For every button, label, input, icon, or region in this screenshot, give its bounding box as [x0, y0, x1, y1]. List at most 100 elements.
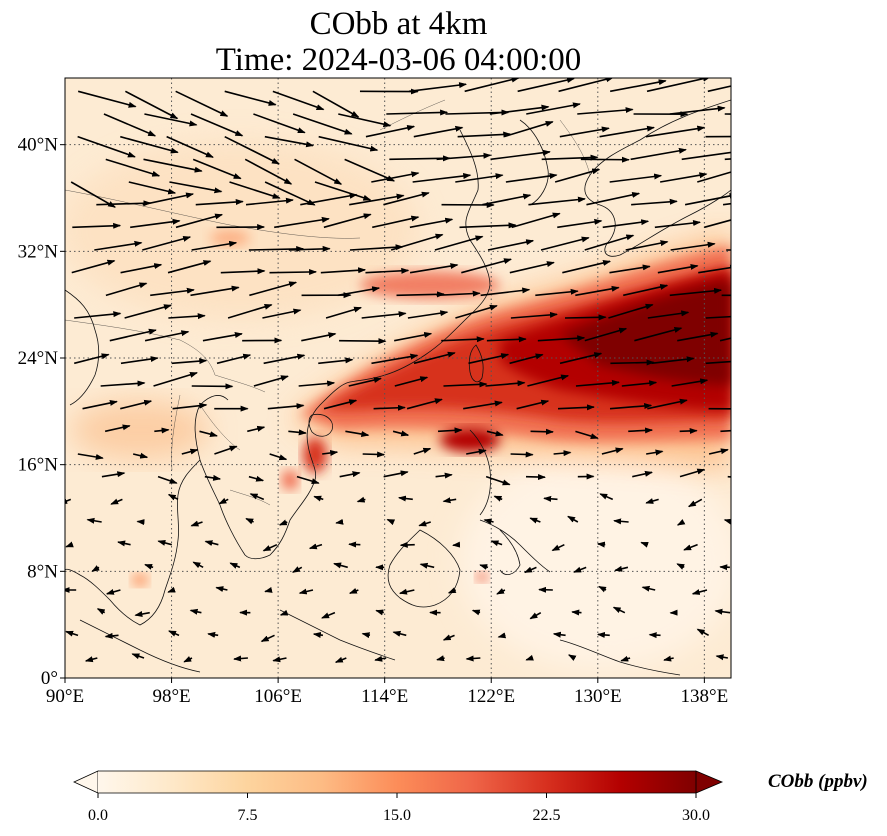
wind-arrow	[663, 655, 674, 662]
wind-arrow	[599, 493, 614, 501]
wind-arrow	[408, 82, 468, 93]
y-tick-label: 16°N	[18, 455, 59, 476]
wind-arrow	[348, 377, 382, 387]
wind-arrow	[175, 90, 229, 117]
wind-arrow	[523, 566, 537, 574]
wind-arrow	[267, 403, 305, 410]
wind-arrow	[131, 653, 145, 660]
wind-arrow	[321, 611, 336, 619]
wind-arrow	[442, 497, 457, 504]
colorbar-tick-label: 7.5	[238, 807, 258, 824]
wind-arrow	[390, 233, 444, 251]
wind-arrow	[134, 611, 150, 617]
wind-arrow	[596, 541, 606, 548]
wind-arrow	[608, 303, 654, 319]
wind-arrow	[386, 109, 449, 116]
wind-arrow	[691, 589, 708, 595]
wind-arrow	[365, 124, 416, 138]
wind-arrow	[301, 332, 337, 342]
wind-arrow	[323, 399, 358, 410]
wind-arrow	[732, 381, 771, 386]
colorbar-tick-label: 15.0	[383, 807, 411, 824]
wind-arrow	[442, 634, 455, 641]
wind-arrow	[602, 219, 650, 229]
wind-arrow	[124, 90, 179, 120]
wind-arrow	[120, 263, 163, 274]
wind-arrow	[535, 288, 579, 297]
wind-arrow	[529, 611, 542, 620]
x-tick-label: 138°E	[681, 686, 729, 707]
wind-arrow	[392, 630, 407, 637]
wind-arrow	[679, 468, 706, 478]
wind-arrow	[248, 245, 305, 252]
wind-arrow	[300, 192, 358, 206]
wind-arrow	[568, 654, 577, 661]
wind-arrow	[399, 541, 415, 548]
wind-arrow	[144, 330, 190, 342]
colorbar-tick-label: 0.0	[88, 807, 108, 824]
coastlines	[65, 99, 731, 676]
wind-arrow	[715, 654, 729, 661]
wind-arrow	[621, 380, 658, 387]
wind-arrow	[74, 353, 110, 365]
wind-arrow	[573, 566, 587, 573]
wind-arrow	[543, 495, 558, 502]
wind-arrow	[654, 220, 701, 229]
wind-arrow	[714, 608, 731, 615]
wind-arrow	[552, 631, 566, 638]
wind-arrow	[220, 268, 266, 275]
wind-arrow	[227, 303, 273, 319]
wind-arrow	[86, 517, 102, 524]
wind-arrow	[101, 471, 126, 478]
wind-arrow	[598, 585, 607, 593]
colorbar-extend-max	[695, 770, 724, 794]
wind-arrow	[191, 240, 238, 251]
map-panel	[65, 78, 771, 678]
wind-arrow	[485, 475, 511, 486]
wind-arrow	[394, 331, 433, 342]
wind-arrow	[322, 449, 339, 456]
wind-arrow	[723, 518, 731, 525]
wind-arrow	[509, 353, 544, 365]
wind-arrow	[681, 151, 731, 161]
wind-arrow	[144, 113, 198, 127]
wind-arrow	[337, 286, 381, 297]
wind-arrow	[110, 498, 123, 505]
wind-arrow	[333, 562, 348, 569]
wind-arrow	[479, 564, 489, 570]
wind-arrow	[392, 430, 410, 437]
wind-arrow	[339, 471, 361, 478]
wind-arrow	[457, 131, 512, 138]
wind-arrow	[166, 135, 214, 158]
wind-arrow	[628, 427, 654, 434]
wind-arrow	[292, 566, 303, 573]
wind-arrow	[335, 518, 344, 525]
wind-arrow	[120, 399, 153, 410]
x-tick-label: 114°E	[361, 686, 408, 707]
chart-title-line2: Time: 2024-03-06 04:00:00	[215, 42, 582, 78]
wind-arrow	[190, 285, 240, 297]
wind-arrow	[487, 239, 535, 251]
wind-arrow	[349, 193, 405, 206]
wind-arrow	[609, 264, 651, 274]
wind-arrow	[660, 172, 708, 183]
wind-arrow	[248, 475, 265, 482]
wind-arrow	[272, 90, 325, 111]
wind-arrow	[575, 430, 599, 439]
wind-arrow	[436, 290, 481, 297]
wind-arrow	[143, 158, 203, 173]
wind-arrow	[612, 606, 626, 614]
wind-arrow	[323, 213, 372, 229]
wind-arrow	[705, 360, 731, 365]
wind-arrow	[684, 193, 731, 206]
wind-arrow	[249, 493, 265, 501]
wind-arrow	[104, 632, 119, 639]
wind-arrow	[609, 402, 653, 410]
wind-arrow	[645, 125, 706, 138]
wind-arrow	[318, 357, 354, 365]
wind-arrow	[505, 173, 558, 183]
wind-arrow	[94, 240, 143, 251]
wind-arrow	[459, 222, 517, 229]
wind-arrow	[670, 241, 716, 251]
wind-arrow	[562, 260, 612, 274]
